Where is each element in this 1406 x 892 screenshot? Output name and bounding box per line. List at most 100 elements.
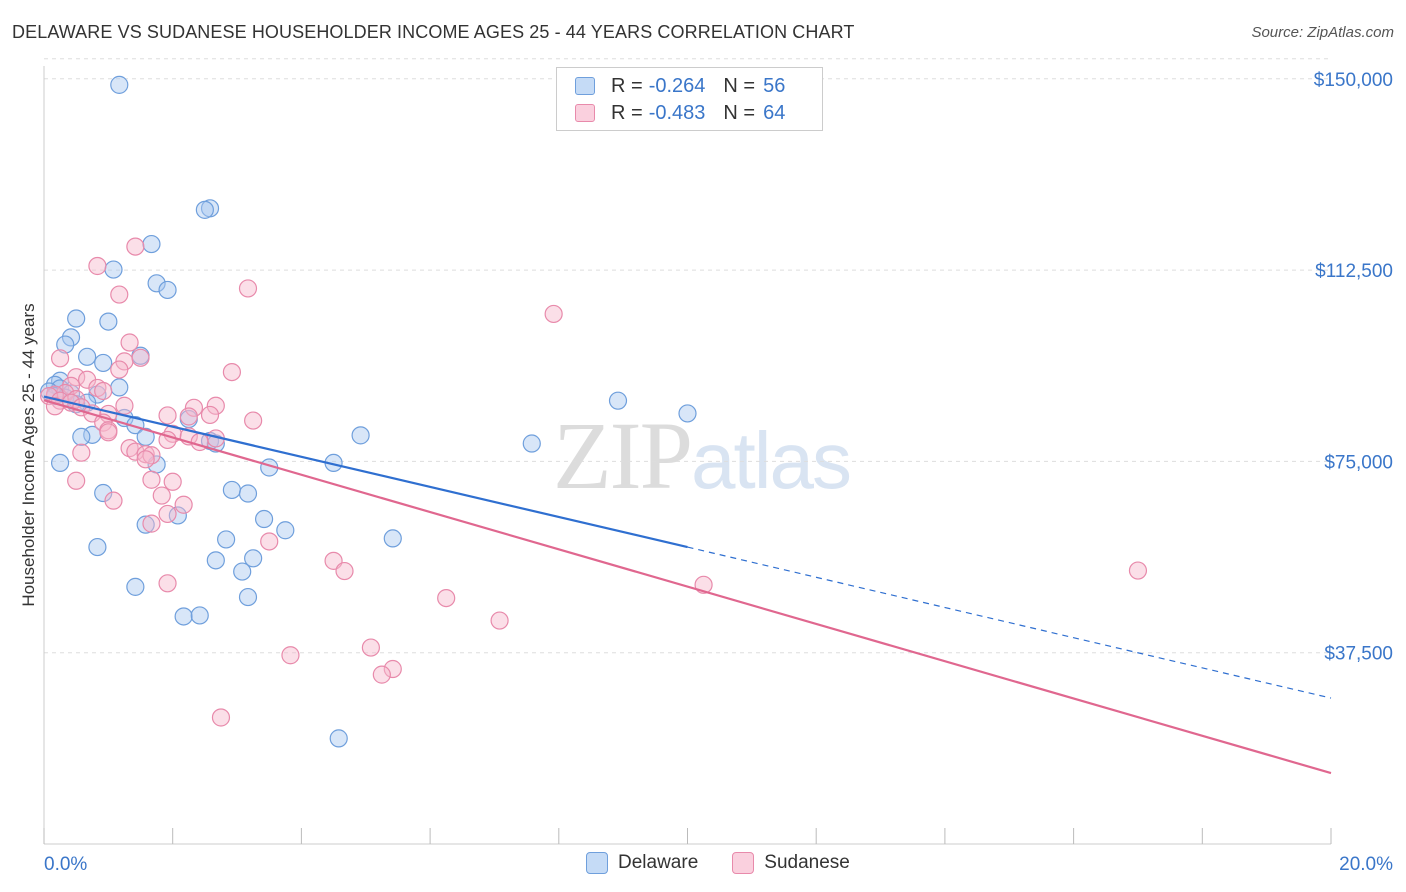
- point-delaware: [72, 427, 91, 446]
- n-label: N =: [723, 101, 756, 124]
- point-delaware: [254, 509, 274, 529]
- point-sudanese: [158, 406, 177, 425]
- point-delaware: [608, 391, 628, 410]
- point-sudanese: [110, 285, 129, 304]
- point-delaware: [222, 480, 242, 500]
- point-delaware: [383, 529, 402, 548]
- point-sudanese: [110, 360, 129, 379]
- legend-swatch-delaware: [586, 852, 608, 874]
- point-delaware: [88, 537, 107, 557]
- legend-swatch-sudanese: [732, 852, 755, 874]
- point-sudanese: [238, 279, 258, 298]
- legend-label-delaware: Delaware: [618, 852, 699, 873]
- point-sudanese: [152, 486, 171, 505]
- point-sudanese: [67, 471, 86, 490]
- point-sudanese: [244, 411, 263, 430]
- axes: [43, 66, 1332, 845]
- r-label: R =: [611, 101, 643, 124]
- point-delaware: [244, 549, 263, 568]
- point-delaware: [78, 347, 97, 366]
- point-delaware: [110, 75, 129, 94]
- point-sudanese: [88, 256, 107, 276]
- point-sudanese: [136, 445, 155, 464]
- point-sudanese: [104, 491, 123, 510]
- point-delaware: [217, 530, 236, 549]
- point-sudanese: [200, 405, 220, 425]
- chart-title: DELAWARE VS SUDANESE HOUSEHOLDER INCOME …: [12, 22, 855, 42]
- point-delaware: [110, 378, 129, 397]
- point-sudanese: [131, 348, 150, 367]
- point-delaware: [50, 453, 70, 473]
- point-delaware: [522, 434, 541, 453]
- point-sudanese: [174, 495, 193, 514]
- point-sudanese: [260, 532, 279, 551]
- point-sudanese: [120, 333, 139, 352]
- n-label: N =: [723, 74, 756, 97]
- source-label: Source: ZipAtlas.com: [1251, 24, 1394, 41]
- point-delaware: [94, 483, 113, 503]
- point-delaware: [276, 521, 295, 540]
- point-sudanese: [222, 362, 242, 382]
- point-delaware: [99, 312, 118, 331]
- trend-line-delaware: [43, 395, 688, 549]
- watermark: ZIPatlas: [553, 400, 852, 511]
- x-tick-label-min: 0.0%: [44, 854, 87, 875]
- y-tick-label: $75,000: [1324, 452, 1393, 473]
- point-sudanese: [544, 304, 563, 324]
- n-value: 64: [763, 101, 786, 124]
- trend-line-sudanese: [43, 399, 1332, 775]
- point-sudanese: [142, 470, 161, 489]
- point-sudanese: [206, 396, 225, 415]
- tick-labels: $37,500 $75,000 $112,500 $150,000 0.0% 20.0%: [44, 70, 1393, 875]
- point-delaware: [195, 200, 214, 219]
- x-tick-label-max: 20.0%: [1339, 854, 1393, 875]
- point-sudanese: [281, 646, 300, 665]
- r-label: R =: [611, 74, 643, 97]
- point-delaware: [233, 562, 252, 581]
- point-delaware: [147, 274, 166, 293]
- point-sudanese: [383, 659, 402, 679]
- point-delaware: [136, 515, 155, 534]
- point-delaware: [67, 309, 86, 328]
- point-sudanese: [1128, 561, 1148, 580]
- point-sudanese: [99, 423, 118, 442]
- point-sudanese: [335, 561, 354, 581]
- legend-swatch-delaware: [575, 77, 595, 95]
- point-sudanese: [94, 381, 113, 401]
- trend-lines: [43, 395, 1332, 775]
- point-delaware: [329, 729, 348, 748]
- legend-row-delaware: R = -0.264 N = 56: [575, 73, 785, 99]
- legend-item-delaware[interactable]: Delaware: [586, 852, 698, 874]
- n-value: 56: [763, 74, 786, 97]
- point-delaware: [238, 484, 258, 503]
- legend-swatch-sudanese: [575, 104, 595, 122]
- point-delaware: [142, 234, 161, 254]
- point-delaware: [126, 577, 145, 596]
- legend-label-sudanese: Sudanese: [764, 852, 850, 873]
- point-delaware: [206, 551, 225, 570]
- point-sudanese: [211, 708, 231, 727]
- point-delaware: [56, 335, 75, 354]
- watermark-atlas: atlas: [691, 416, 852, 505]
- legend-row-sudanese: R = -0.483 N = 64: [575, 100, 785, 126]
- r-value: -0.483: [648, 101, 706, 124]
- data-points: [40, 75, 1148, 748]
- y-tick-label: $150,000: [1314, 70, 1393, 91]
- r-value: -0.264: [648, 74, 706, 97]
- point-delaware: [678, 404, 697, 423]
- legend-item-sudanese[interactable]: Sudanese: [732, 852, 850, 874]
- point-delaware: [351, 426, 370, 445]
- series-legend: Delaware Sudanese: [586, 852, 884, 874]
- point-sudanese: [184, 398, 204, 417]
- point-sudanese: [50, 349, 70, 368]
- point-sudanese: [136, 450, 155, 469]
- correlation-legend: R = -0.264 N = 56 R = -0.483 N = 64: [556, 67, 823, 131]
- point-sudanese: [142, 514, 161, 533]
- watermark-zip: ZIP: [553, 402, 693, 509]
- point-sudanese: [72, 443, 91, 462]
- point-delaware: [61, 328, 81, 347]
- y-tick-label: $37,500: [1324, 644, 1393, 665]
- point-delaware: [190, 606, 209, 625]
- y-tick-label: $112,500: [1315, 261, 1393, 282]
